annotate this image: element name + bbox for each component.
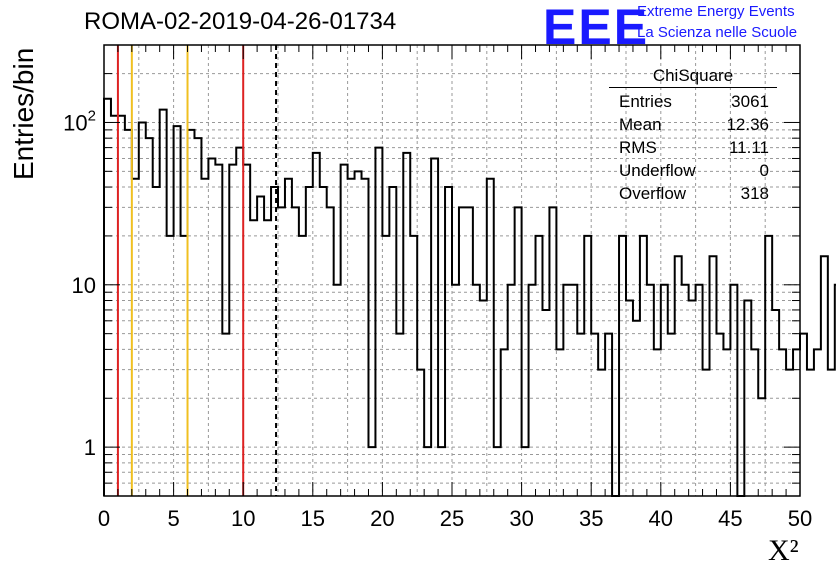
y-tick-label: 1 <box>84 435 96 460</box>
chart-title: ROMA-02-2019-04-26-01734 <box>84 8 397 35</box>
org-name: Extreme Energy Events <box>637 3 795 20</box>
x-tick-label: 35 <box>579 506 603 531</box>
org-subtitle: La Scienza nelle Scuole <box>637 24 798 41</box>
stats-row-mean: Mean 12.36 <box>609 113 777 136</box>
stats-row-underflow: Underflow 0 <box>609 159 777 182</box>
stats-value: 12.36 <box>726 115 769 134</box>
x-tick-label: 0 <box>98 506 110 531</box>
stats-value: 0 <box>759 161 769 180</box>
x-tick-label: 20 <box>370 506 394 531</box>
stats-row-rms: RMS 11.11 <box>609 136 777 159</box>
histogram-outline <box>103 97 836 497</box>
stats-label: Entries <box>619 92 672 111</box>
x-tick-label: 40 <box>649 506 673 531</box>
x-axis-label: X² <box>768 534 799 567</box>
x-tick-label: 15 <box>301 506 325 531</box>
y-tick-label: 102 <box>63 107 96 135</box>
stats-label: RMS <box>619 138 657 157</box>
stats-value: 3061 <box>731 92 769 111</box>
stats-label: Underflow <box>619 161 696 180</box>
x-tick-label: 45 <box>718 506 742 531</box>
stats-box: ChiSquare Entries 3061 Mean 12.36 RMS 11… <box>609 66 777 205</box>
y-tick-label: 10 <box>72 273 96 298</box>
stats-value: 318 <box>740 184 769 203</box>
stats-label: Overflow <box>619 184 687 203</box>
x-tick-label: 10 <box>231 506 255 531</box>
stats-value: 11.11 <box>728 138 769 157</box>
stats-row-overflow: Overflow 318 <box>609 182 777 205</box>
x-tick-label: 5 <box>167 506 179 531</box>
stats-label: Mean <box>619 115 662 134</box>
stats-title: ChiSquare <box>609 66 777 88</box>
eee-logo: EEE <box>543 0 650 55</box>
x-tick-label: 30 <box>509 506 533 531</box>
x-tick-label: 25 <box>440 506 464 531</box>
x-tick-label: 50 <box>788 506 812 531</box>
stats-row-entries: Entries 3061 <box>609 90 777 113</box>
